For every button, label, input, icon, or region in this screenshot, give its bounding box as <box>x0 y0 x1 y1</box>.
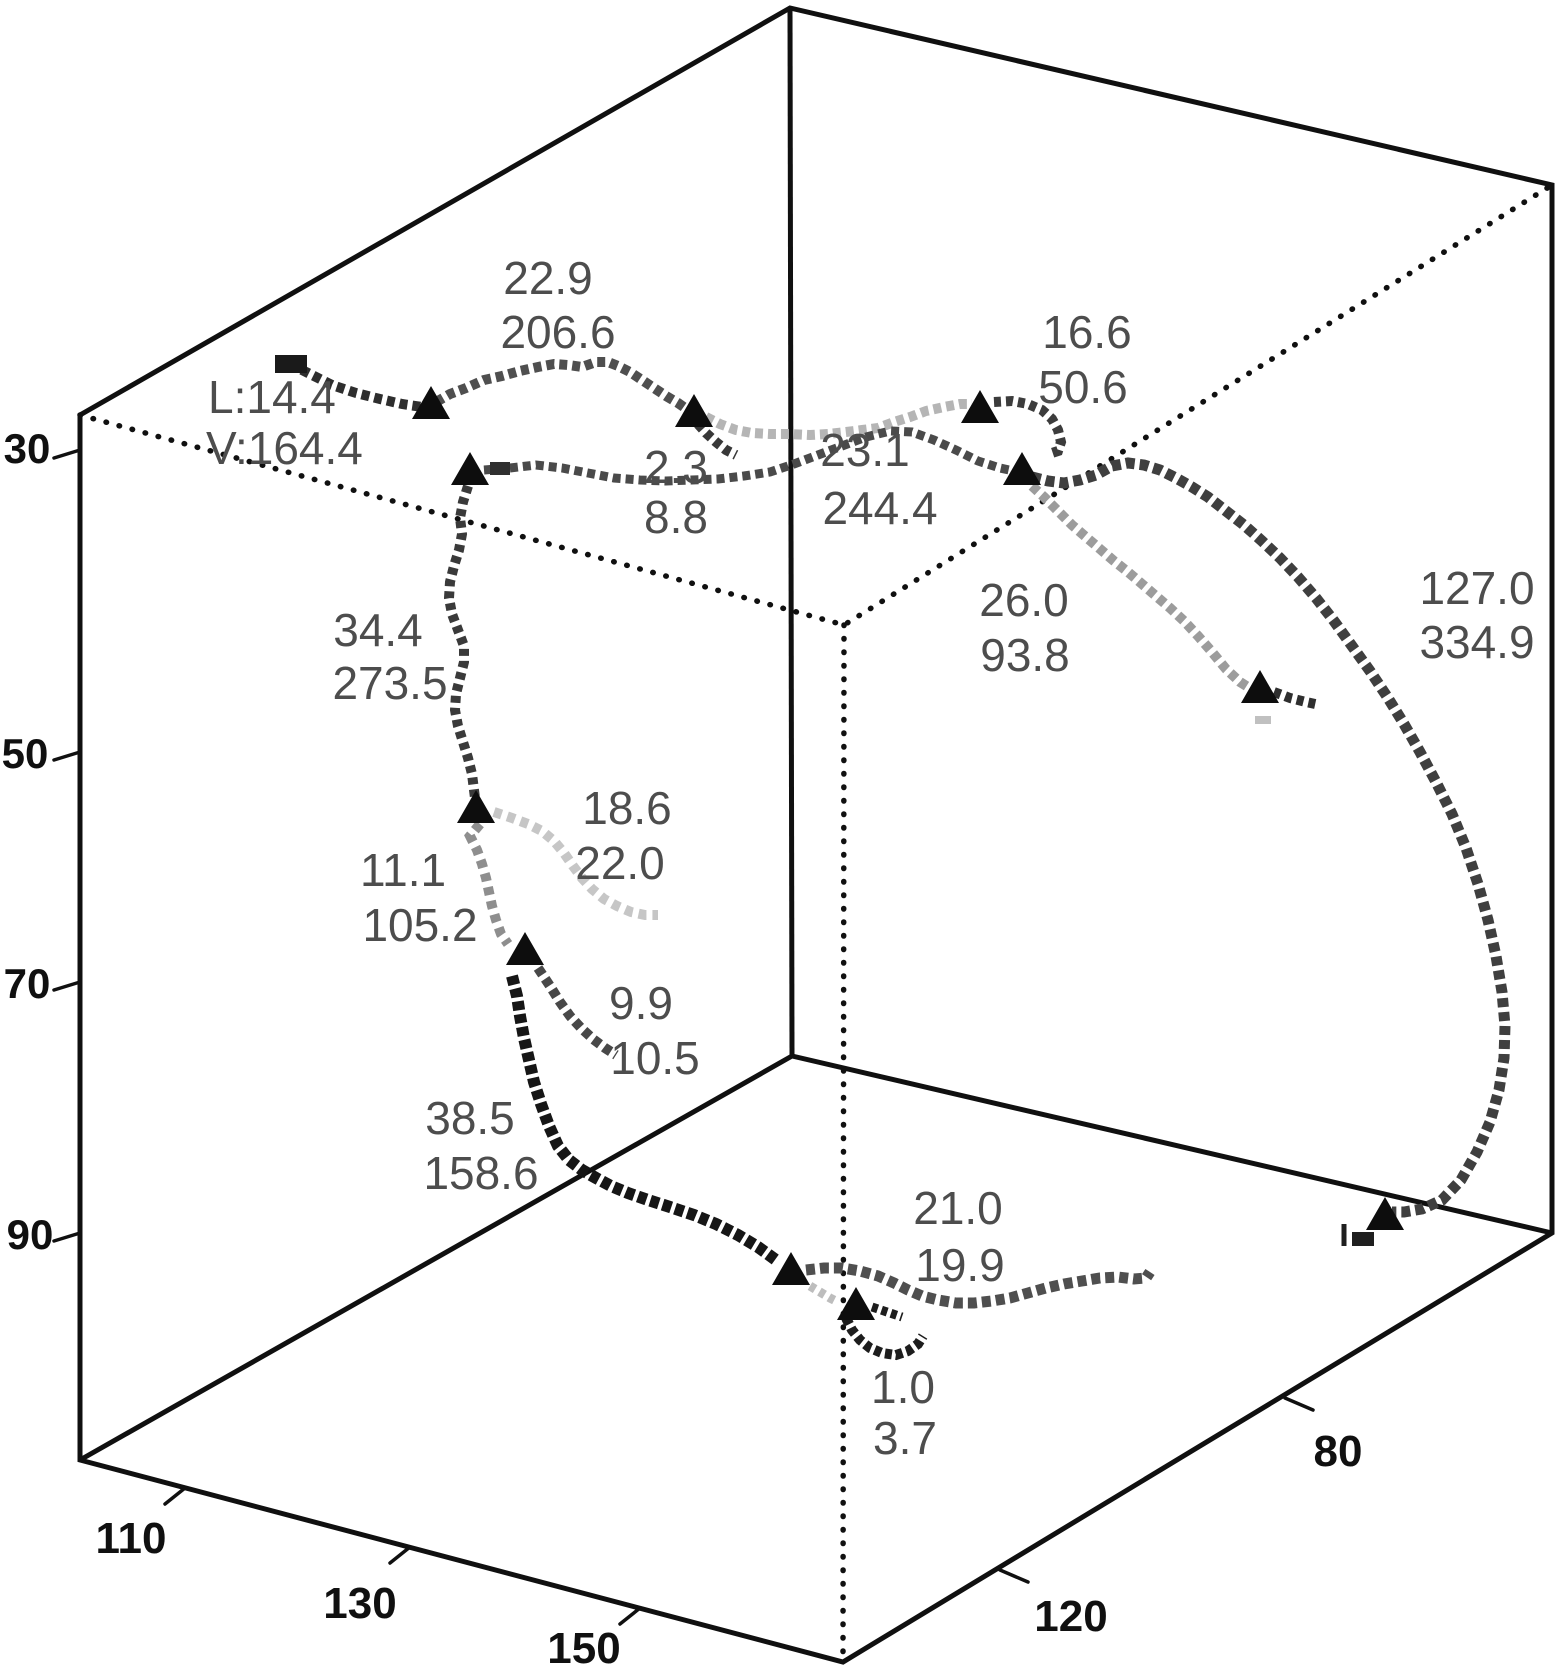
segment-21.0-19.9 <box>805 1262 1155 1309</box>
annotation-value: 26.0 <box>979 574 1069 626</box>
triangle-marker <box>772 1252 810 1285</box>
annotation-value: 105.2 <box>362 899 477 951</box>
z-axis-tickmarks <box>52 448 82 1243</box>
z-tick-label: 70 <box>4 960 51 1007</box>
segment-26.0-93.8 <box>1028 482 1251 692</box>
annotation-value: 8.8 <box>644 491 708 543</box>
annotation-value: 127.0 <box>1419 562 1534 614</box>
annotation-value: 2.3 <box>644 441 708 493</box>
x-tick-label: 150 <box>547 1624 620 1671</box>
annotation-value: 38.5 <box>425 1092 515 1144</box>
y-axis-labels: 120 80 <box>1034 1427 1362 1641</box>
annotation-value: 206.6 <box>500 306 615 358</box>
axes-box <box>77 5 1555 1665</box>
triangle-marker <box>412 386 450 419</box>
box-hidden-top-edges <box>77 182 1555 628</box>
y-tick-label: 80 <box>1314 1427 1363 1476</box>
segment-16.6-50.6 <box>993 395 1067 458</box>
segment-127.0-334.9 <box>1030 457 1511 1218</box>
segment-stub-right-of-marker <box>870 1302 904 1322</box>
annotation-value: 93.8 <box>980 629 1070 681</box>
triangle-marker <box>506 932 544 965</box>
annotation-start-line1: L:14.4 <box>208 371 336 423</box>
annotation-value: 18.6 <box>582 782 672 834</box>
annotation-value: 334.9 <box>1419 616 1534 668</box>
triangle-marker <box>837 1287 875 1320</box>
small-square-marker <box>490 462 510 475</box>
segment-23.1-244.4 <box>703 399 972 441</box>
trajectory-markers <box>275 355 1404 1320</box>
segment-22.9-206.6 <box>433 357 691 415</box>
trajectory-segments <box>287 357 1511 1361</box>
annotation-value: 50.6 <box>1038 361 1128 413</box>
z-tick-label: 50 <box>2 730 49 777</box>
annotation-value: 16.6 <box>1042 306 1132 358</box>
small-gray-dash-marker <box>1255 716 1271 724</box>
annotation-start-line2: V:164.4 <box>206 422 363 474</box>
box-outline <box>77 5 1555 1665</box>
y-tick-label: 120 <box>1034 1592 1107 1641</box>
segment-start-L14.4 <box>287 359 423 412</box>
segment-annotations: L:14.4 V:164.4 22.9 206.6 2.3 8.8 23.1 2… <box>206 252 1535 1464</box>
y-axis-tickmarks <box>998 1396 1315 1584</box>
annotation-value: 10.5 <box>610 1032 700 1084</box>
x-axis-labels: 110 130 150 <box>96 1514 621 1671</box>
triangle-marker <box>457 790 495 823</box>
z-tickmark <box>52 980 82 992</box>
z-tickmark <box>52 1231 82 1243</box>
x-tickmark <box>388 1545 412 1565</box>
triangle-marker <box>1241 670 1279 703</box>
annotation-value: 22.9 <box>503 252 593 304</box>
x-tick-label: 130 <box>323 1579 396 1628</box>
annotation-value: 273.5 <box>332 657 447 709</box>
box-hidden-vertical-edge <box>840 622 847 1665</box>
segment-38.5-158.6 <box>506 974 780 1265</box>
z-axis-labels: 30 50 70 90 <box>2 425 54 1258</box>
triangle-marker <box>961 390 999 423</box>
z-tick-label: 90 <box>7 1211 54 1258</box>
segment-18.6-22.0 <box>492 807 658 920</box>
segment-34.4-273.5 <box>443 484 480 799</box>
annotation-value: 1.0 <box>871 1361 935 1413</box>
annotation-value: 34.4 <box>333 604 423 656</box>
segment-stub-after-26.0 <box>1272 687 1322 710</box>
box-bottom-back-edges <box>78 1053 1553 1463</box>
annotation-value: 23.1 <box>820 424 910 476</box>
annotation-value: 3.7 <box>873 1412 937 1464</box>
triangle-marker <box>1366 1197 1404 1230</box>
annotation-value: 158.6 <box>423 1147 538 1199</box>
segment-9.9-10.5 <box>533 965 619 1060</box>
x-tick-label: 110 <box>96 1514 167 1563</box>
x-tickmark <box>618 1606 642 1626</box>
segment-connector-dark <box>483 426 1015 486</box>
triangle-marker <box>1003 452 1041 485</box>
x-axis-tickmarks <box>163 1486 642 1626</box>
start-square-marker <box>275 355 307 373</box>
segment-1.0-3.7 <box>841 1315 928 1361</box>
segment-light-bit <box>807 1282 839 1306</box>
annotation-value: 21.0 <box>913 1182 1003 1234</box>
end-square-marker <box>1352 1232 1374 1246</box>
triangle-marker <box>451 452 489 485</box>
triangle-marker <box>675 394 713 427</box>
annotation-value: 9.9 <box>609 977 673 1029</box>
annotation-value: 19.9 <box>915 1239 1005 1291</box>
y-tickmark <box>1283 1396 1315 1412</box>
z-tick-label: 30 <box>4 425 51 472</box>
x-tickmark <box>163 1486 187 1506</box>
y-tickmark <box>998 1568 1030 1584</box>
segment-2.3-8.8 <box>694 420 739 460</box>
annotation-value: 244.4 <box>822 482 937 534</box>
z-tickmark <box>52 750 82 762</box>
box-inner-vertical-edge <box>787 7 795 1057</box>
z-tickmark <box>52 448 82 460</box>
annotation-value: 22.0 <box>575 837 665 889</box>
annotation-value: 11.1 <box>360 844 446 896</box>
